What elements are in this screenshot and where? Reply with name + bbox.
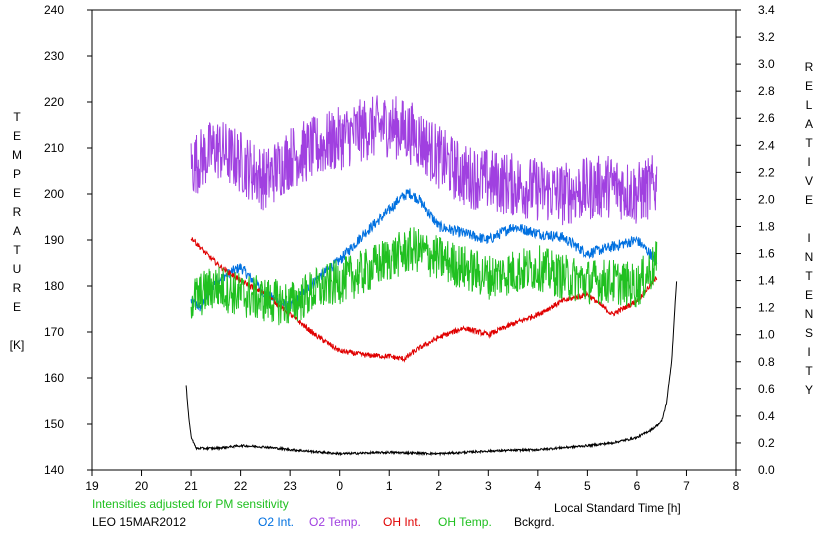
- axis-label-letter: T: [13, 110, 21, 124]
- axis-label-letter: E: [12, 300, 21, 314]
- x-tick-label: 3: [485, 479, 492, 493]
- axis-label-letter: S: [804, 326, 813, 340]
- y-right-tick-label: 1.2: [758, 301, 775, 315]
- y-right-tick-label: 3.4: [758, 3, 775, 17]
- y-right-tick-label: 2.8: [758, 84, 775, 98]
- x-tick-label: 20: [135, 479, 149, 493]
- axis-label-letter: E: [12, 129, 21, 143]
- note-text: Intensities adjusted for PM sensitivity: [92, 497, 289, 511]
- series-line-oh-temp: [190, 227, 658, 326]
- y-right-tick-label: 2.2: [758, 165, 775, 179]
- axis-label-letter: E: [12, 186, 21, 200]
- x-tick-label: 4: [535, 479, 542, 493]
- legend-item: O2 Temp.: [309, 515, 361, 529]
- x-tick-label: 22: [234, 479, 248, 493]
- x-axis-label: Local Standard Time [h]: [554, 501, 681, 515]
- axis-label-letter: Y: [804, 383, 813, 397]
- y-right-tick-label: 3.2: [758, 30, 775, 44]
- axis-label-letter: [6, 317, 28, 336]
- y-right-tick-label: 0.0: [758, 463, 775, 477]
- axis-label-letter: T: [805, 364, 813, 378]
- axis-label-letter: I: [807, 231, 811, 245]
- x-tick-label: 0: [336, 479, 343, 493]
- y-right-tick-label: 2.4: [758, 138, 775, 152]
- axis-label-letter: N: [804, 250, 814, 264]
- axis-label-letter: [K]: [9, 338, 25, 352]
- axis-label-letter: R: [12, 205, 22, 219]
- axis-label-letter: T: [13, 243, 21, 257]
- legend-item: Bckgrd.: [514, 515, 555, 529]
- axis-label-letter: A: [804, 117, 813, 131]
- axis-label-letter: T: [805, 269, 813, 283]
- y-left-tick-label: 160: [44, 371, 64, 385]
- y-left-tick-label: 220: [44, 95, 64, 109]
- y-left-tick-label: 230: [44, 49, 64, 63]
- axis-label-letter: E: [804, 288, 813, 302]
- y-right-tick-label: 0.4: [758, 409, 775, 423]
- y-left-tick-label: 210: [44, 141, 64, 155]
- x-tick-label: 1: [386, 479, 393, 493]
- axis-label-letter: R: [12, 281, 22, 295]
- x-tick-label: 21: [184, 479, 198, 493]
- x-tick-label: 19: [85, 479, 99, 493]
- x-tick-label: 7: [683, 479, 690, 493]
- series-line-o2-temp: [190, 95, 658, 226]
- axis-label-letter: R: [804, 60, 814, 74]
- axis-label-letter: V: [804, 174, 813, 188]
- axis-label-letter: L: [805, 98, 813, 112]
- y-right-tick-label: 1.4: [758, 274, 775, 288]
- station-date: LEO 15MAR2012: [92, 515, 187, 529]
- y-right-tick-label: 0.6: [758, 382, 775, 396]
- y-left-tick-label: 240: [44, 3, 64, 17]
- y-left-tick-label: 150: [44, 417, 64, 431]
- y-right-tick-label: 2.0: [758, 192, 775, 206]
- axis-label-letter: M: [12, 148, 22, 162]
- y-right-tick-label: 0.2: [758, 436, 775, 450]
- axis-label-letter: T: [805, 136, 813, 150]
- tick-layer: 19 20 21 22 23 0 1 2 3 4 5 6 7 8140150160170180190200…: [44, 3, 775, 493]
- axis-label-letter: U: [12, 262, 22, 276]
- y-left-tick-label: 140: [44, 463, 64, 477]
- axis-label-letter: [798, 210, 820, 229]
- y-right-tick-label: 2.6: [758, 111, 775, 125]
- x-tick-label: 5: [584, 479, 591, 493]
- legend-item: OH Temp.: [438, 515, 492, 529]
- series-line-bckgrd: [185, 281, 678, 457]
- y-right-tick-label: 1.0: [758, 328, 775, 342]
- axis-label-letter: I: [807, 155, 811, 169]
- y-left-tick-label: 190: [44, 233, 64, 247]
- y-right-tick-label: 0.8: [758, 355, 775, 369]
- axis-label-letter: A: [12, 224, 21, 238]
- x-tick-label: 6: [634, 479, 641, 493]
- y-left-tick-label: 200: [44, 187, 64, 201]
- legend-item: OH Int.: [383, 515, 422, 529]
- axis-label-letter: E: [804, 193, 813, 207]
- x-tick-label: 2: [435, 479, 442, 493]
- legend-item: O2 Int.: [258, 515, 295, 529]
- x-tick-label: 8: [733, 479, 740, 493]
- axis-label-letter: N: [804, 307, 814, 321]
- y-right-tick-label: 1.6: [758, 247, 775, 261]
- axis-label-letter: E: [804, 79, 813, 93]
- y-left-tick-label: 170: [44, 325, 64, 339]
- axis-label-letter: P: [12, 167, 21, 181]
- series-layer: [185, 95, 678, 457]
- y-right-tick-label: 1.8: [758, 219, 775, 233]
- y-left-tick-label: 180: [44, 279, 64, 293]
- axis-label-letter: I: [807, 345, 811, 359]
- y-right-tick-label: 3.0: [758, 57, 775, 71]
- x-tick-label: 23: [283, 479, 297, 493]
